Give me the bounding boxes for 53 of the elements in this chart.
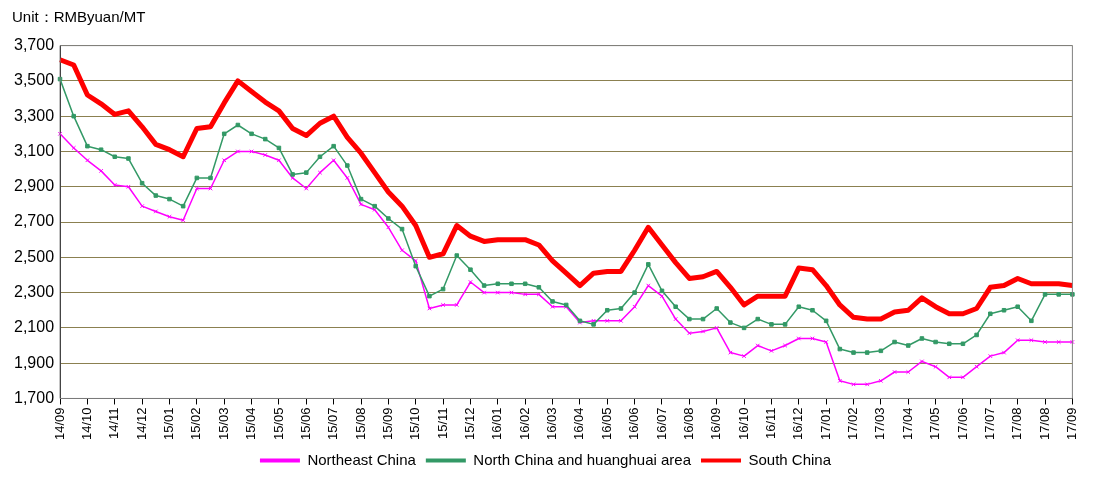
x-tick-label: 16/10 [735, 407, 751, 441]
x-tick-label: 15/01 [161, 407, 177, 441]
x-tick-label: 15/04 [243, 407, 259, 441]
x-tick-label: 16/04 [571, 407, 587, 441]
legend-label: South China [748, 450, 832, 468]
x-tick-label: 15/08 [352, 407, 368, 441]
y-tick-label: 1,700 [13, 388, 55, 406]
x-tick-label: 15/11 [434, 407, 450, 440]
x-tick-label: 17/09 [1063, 407, 1079, 441]
x-tick-label: 17/03 [872, 407, 888, 441]
x-tick-label: 16/12 [790, 407, 806, 441]
x-tick-label: 15/02 [188, 407, 204, 441]
x-tick-label: 17/05 [927, 407, 943, 441]
x-tick-label: 16/03 [544, 407, 560, 441]
x-tick-label: 16/08 [680, 407, 696, 441]
x-tick-label: 14/12 [133, 407, 149, 441]
y-axis-title: Unit：RMByuan/MT [12, 8, 147, 27]
x-tick-label: 17/08 [1009, 407, 1025, 441]
x-tick-label: 17/07 [981, 407, 997, 441]
y-tick-label: 2,500 [13, 247, 55, 265]
y-tick-label: 1,900 [13, 353, 55, 371]
y-tick-label: 3,300 [13, 106, 55, 124]
x-tick-label: 16/05 [598, 407, 614, 441]
x-tick-label: 17/02 [845, 407, 861, 441]
x-tick-label: 15/07 [325, 407, 341, 441]
x-tick-label: 17/01 [817, 407, 833, 441]
y-tick-label: 3,700 [13, 36, 55, 54]
x-tick-label: 15/12 [462, 407, 478, 441]
x-tick-label: 17/08 [1036, 407, 1052, 441]
legend-label: Northeast China [307, 450, 417, 468]
x-tick-label: 15/09 [379, 407, 395, 441]
y-tick-label: 2,700 [13, 212, 55, 230]
x-tick-label: 16/09 [708, 407, 724, 441]
y-tick-label: 2,300 [13, 283, 55, 301]
x-tick-label: 16/11 [763, 407, 779, 440]
x-tick-label: 16/07 [653, 407, 669, 441]
x-tick-label: 16/01 [489, 407, 505, 441]
x-tick-label: 16/06 [626, 407, 642, 441]
x-tick-label: 15/10 [407, 407, 423, 441]
x-tick-label: 14/11 [106, 407, 122, 440]
x-tick-label: 15/03 [215, 407, 231, 441]
y-tick-label: 3,500 [13, 71, 55, 89]
legend-label: North China and huanghuai area [473, 450, 692, 468]
x-tick-label: 17/06 [954, 407, 970, 441]
x-tick-label: 15/05 [270, 407, 286, 441]
x-tick-label: 15/06 [297, 407, 313, 441]
x-tick-label: 14/09 [51, 407, 67, 441]
y-tick-label: 2,100 [13, 318, 55, 336]
y-tick-label: 3,100 [13, 141, 55, 159]
x-tick-label: 14/10 [78, 407, 94, 441]
x-tick-label: 17/04 [899, 407, 915, 441]
x-tick-label: 16/02 [516, 407, 532, 441]
y-tick-label: 2,900 [13, 177, 55, 195]
